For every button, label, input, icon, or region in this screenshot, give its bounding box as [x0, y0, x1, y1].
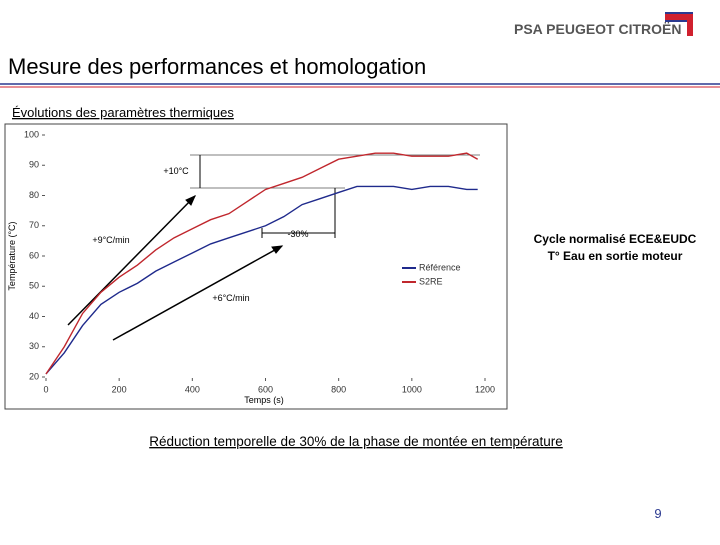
annotation: -30% [287, 229, 308, 239]
subtitle: Évolutions des paramètres thermiques [12, 105, 234, 120]
chart-frame [4, 123, 508, 410]
y-tick-label: 100 [24, 129, 39, 139]
annotation: +6°C/min [212, 293, 249, 303]
y-axis-label: Température (°C) [7, 221, 17, 290]
note: T° Eau en sortie moteur [548, 249, 683, 263]
annotation: +9°C/min [92, 235, 129, 245]
y-tick-label: 40 [29, 311, 39, 321]
y-tick-label: 70 [29, 220, 39, 230]
x-tick-label: 600 [258, 384, 273, 394]
x-tick-label: 200 [112, 384, 127, 394]
y-tick-label: 60 [29, 250, 39, 260]
arrow-head [271, 245, 284, 254]
annotation-shapes [67, 154, 480, 341]
arrow-head [185, 195, 196, 206]
legend-label: Référence [419, 262, 461, 272]
series-line [45, 185, 478, 375]
series-line [45, 152, 479, 375]
arrow [67, 195, 196, 326]
x-tick-label: 800 [331, 384, 346, 394]
x-axis-label: Temps (s) [244, 395, 284, 405]
x-tick-label: 1200 [475, 384, 495, 394]
x-tick-label: 1000 [402, 384, 422, 394]
caption: Réduction temporelle de 30% de la phase … [149, 434, 563, 449]
arrow [112, 245, 283, 341]
y-tick-label: 20 [29, 371, 39, 381]
x-tick-label: 400 [185, 384, 200, 394]
slide-title: Mesure des performances et homologation [8, 54, 426, 79]
page-number: 9 [654, 506, 661, 521]
annotation: +10°C [163, 166, 189, 176]
legend-label: S2RE [419, 276, 443, 286]
y-tick-label: 50 [29, 281, 39, 291]
y-tick-label: 90 [29, 160, 39, 170]
note: Cycle normalisé ECE&EUDC [534, 232, 697, 246]
logo-flag [665, 14, 693, 36]
x-tick-label: 0 [43, 384, 48, 394]
y-tick-label: 30 [29, 341, 39, 351]
y-tick-label: 80 [29, 190, 39, 200]
logo: PSA PEUGEOT CITROËN [514, 21, 682, 37]
